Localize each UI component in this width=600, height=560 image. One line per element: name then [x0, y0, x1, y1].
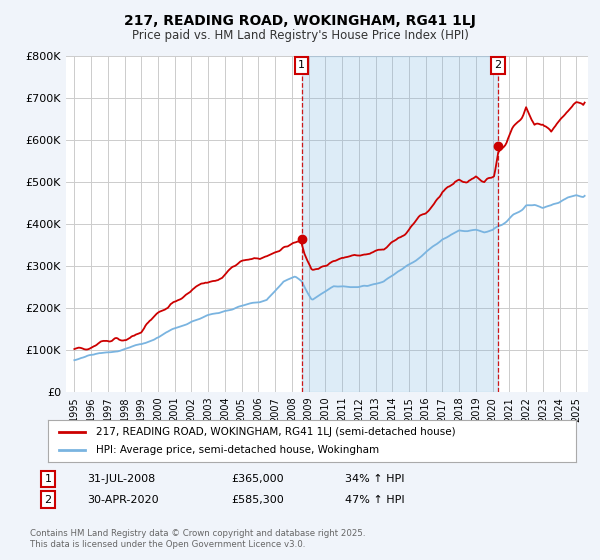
Text: 30-APR-2020: 30-APR-2020 [87, 494, 158, 505]
Text: £585,300: £585,300 [231, 494, 284, 505]
Text: 217, READING ROAD, WOKINGHAM, RG41 1LJ (semi-detached house): 217, READING ROAD, WOKINGHAM, RG41 1LJ (… [95, 427, 455, 437]
Text: 1: 1 [298, 60, 305, 70]
Text: HPI: Average price, semi-detached house, Wokingham: HPI: Average price, semi-detached house,… [95, 445, 379, 455]
Text: 47% ↑ HPI: 47% ↑ HPI [345, 494, 404, 505]
Text: 2: 2 [44, 494, 52, 505]
Text: 31-JUL-2008: 31-JUL-2008 [87, 474, 155, 484]
Text: Price paid vs. HM Land Registry's House Price Index (HPI): Price paid vs. HM Land Registry's House … [131, 29, 469, 42]
Text: 2: 2 [494, 60, 502, 70]
Text: 1: 1 [44, 474, 52, 484]
Bar [302, 56, 498, 392]
Text: £365,000: £365,000 [231, 474, 284, 484]
Text: 217, READING ROAD, WOKINGHAM, RG41 1LJ: 217, READING ROAD, WOKINGHAM, RG41 1LJ [124, 14, 476, 28]
Text: Contains HM Land Registry data © Crown copyright and database right 2025.
This d: Contains HM Land Registry data © Crown c… [30, 529, 365, 549]
Text: 34% ↑ HPI: 34% ↑ HPI [345, 474, 404, 484]
